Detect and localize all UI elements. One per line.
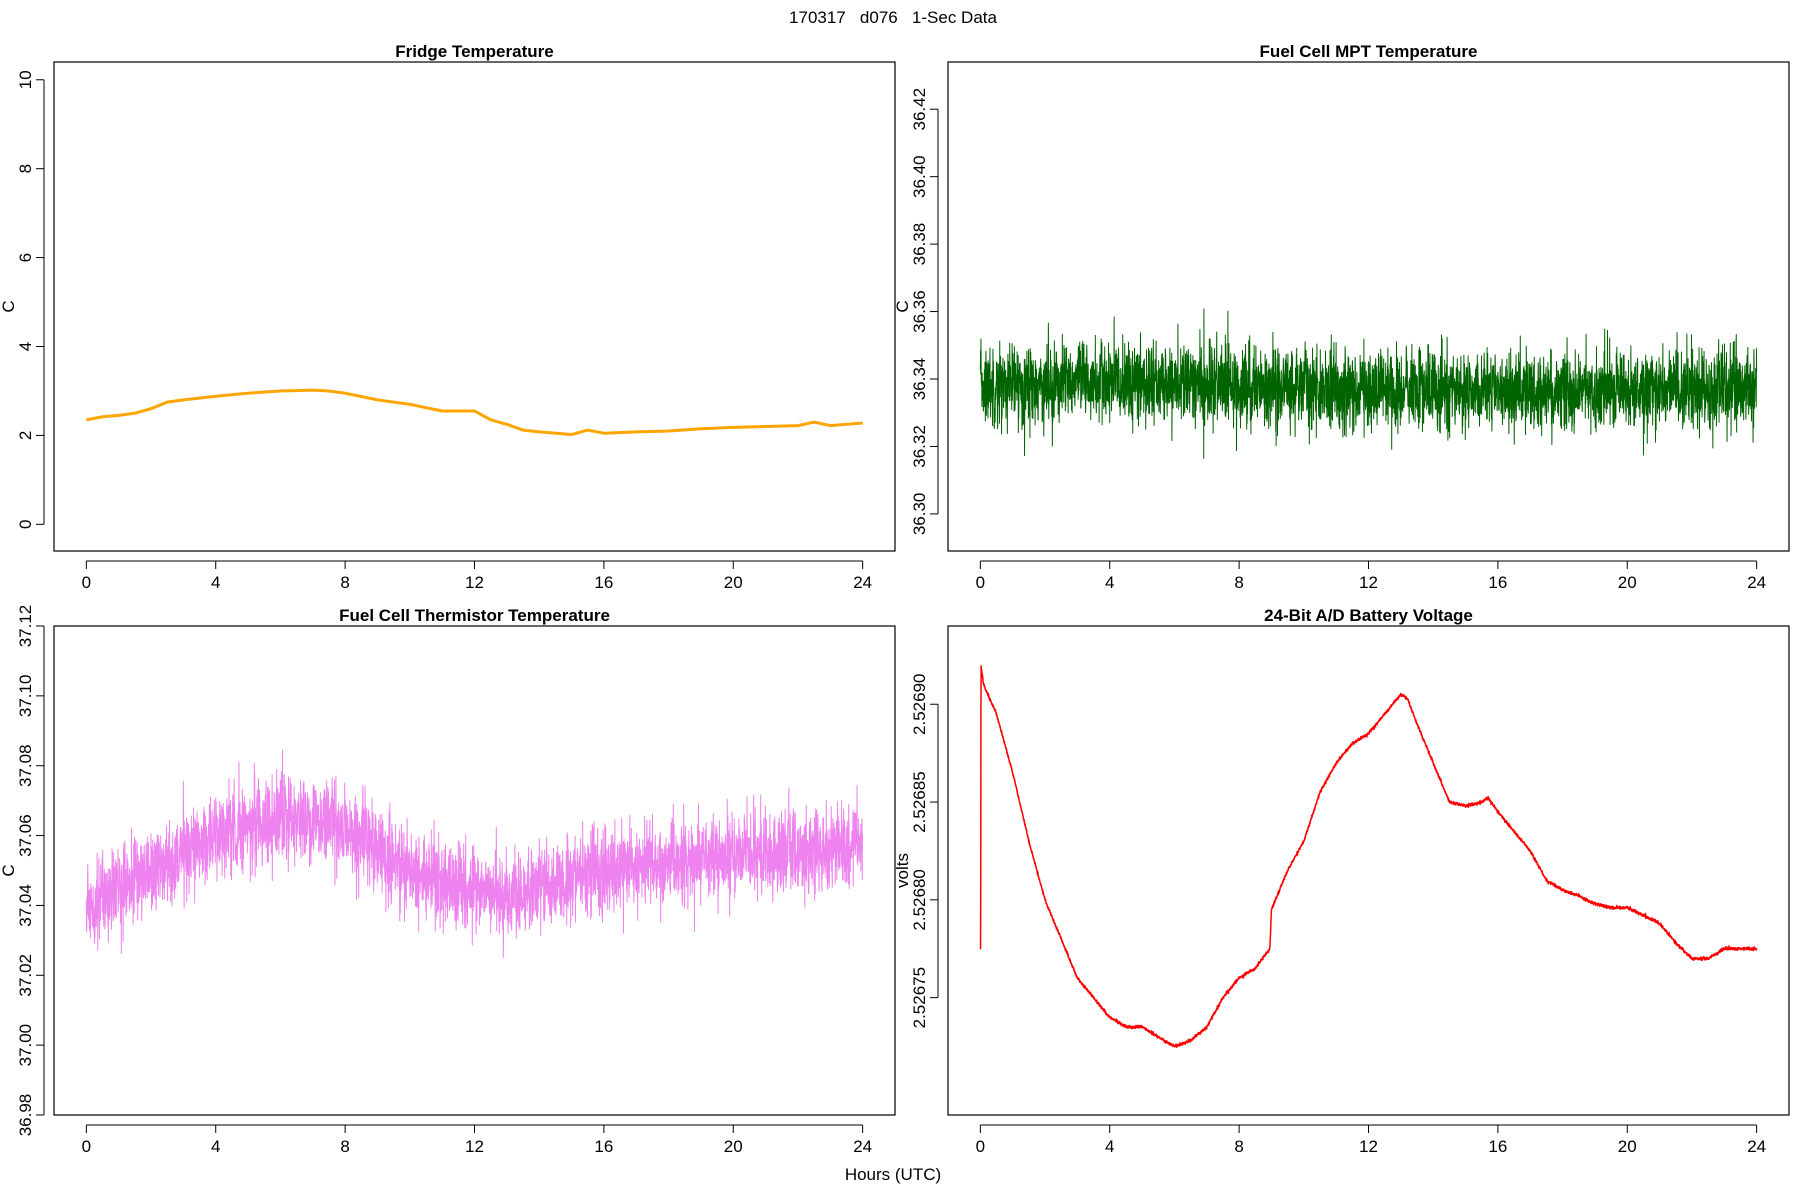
y-tick-label-thermistor-0: 36.98 [16,1094,35,1137]
y-tick-label-thermistor-5: 37.08 [16,744,35,787]
y-axis-fridge: 0 2 4 6 8 10 [16,70,45,529]
x-tick-label-thermistor-24: 24 [853,1137,872,1156]
y-tick-label-fridge-5: 10 [16,70,35,89]
y-tick-label-thermistor-6: 37.10 [16,675,35,718]
x-tick-label-thermistor-20: 20 [724,1137,743,1156]
y-tick-label-thermistor-4: 37.06 [16,814,35,857]
y-tick-label-battery-3: 2.52690 [910,674,929,735]
x-tick-label-fridge-4: 4 [211,573,220,592]
y-tick-label-mpt-1: 36.32 [910,425,929,468]
x-tick-label-fridge-20: 20 [724,573,743,592]
y-tick-label-battery-2: 2.52685 [910,771,929,832]
plot-frame-fridge [53,61,896,552]
y-axis-label-thermistor: C [0,864,18,876]
y-tick-label-thermistor-2: 37.02 [16,954,35,997]
x-tick-label-battery-12: 12 [1359,1137,1378,1156]
x-tick-label-thermistor-8: 8 [340,1137,349,1156]
x-tick-label-mpt-16: 16 [1488,573,1507,592]
y-axis-label-mpt: C [893,300,912,312]
series-line-battery [979,665,1758,1048]
panel-battery: 24-Bit A/D Battery Voltage volts 0 4 8 12 16 20… [893,606,1790,1156]
y-tick-label-thermistor-1: 37.00 [16,1024,35,1067]
y-tick-label-fridge-1: 2 [16,431,35,440]
figure-title: 170317 d076 1-Sec Data [789,8,997,27]
y-tick-label-fridge-3: 6 [16,253,35,262]
x-tick-label-fridge-24: 24 [853,573,872,592]
x-tick-label-battery-8: 8 [1234,1137,1243,1156]
x-tick-label-fridge-12: 12 [465,573,484,592]
y-tick-label-fridge-4: 8 [16,164,35,173]
x-tick-label-battery-20: 20 [1618,1137,1637,1156]
x-tick-label-fridge-0: 0 [82,573,91,592]
y-tick-label-mpt-2: 36.34 [910,358,929,401]
panel-title-mpt: Fuel Cell MPT Temperature [1260,42,1478,61]
y-tick-label-mpt-3: 36.36 [910,290,929,333]
x-tick-label-battery-24: 24 [1747,1137,1766,1156]
x-axis-thermistor: 0 4 8 12 16 20 24 [82,1124,872,1156]
x-tick-label-thermistor-4: 4 [211,1137,220,1156]
plot-frame-mpt [947,61,1790,552]
panel-thermistor: Fuel Cell Thermistor Temperature C 0 4 8 12 16… [0,605,896,1156]
series-line-mpt [979,308,1758,459]
x-tick-label-fridge-16: 16 [594,573,613,592]
y-axis-thermistor: 36.98 37.00 37.02 37.04 37.06 37.08 37.10 37.12 [16,605,45,1137]
x-tick-label-mpt-8: 8 [1234,573,1243,592]
panel-title-battery: 24-Bit A/D Battery Voltage [1264,606,1473,625]
x-tick-label-mpt-24: 24 [1747,573,1766,592]
x-axis-mpt: 0 4 8 12 16 20 24 [976,560,1766,592]
plot-frame-battery [947,625,1790,1116]
series-line-thermistor [85,749,864,959]
y-tick-label-mpt-6: 36.42 [910,88,929,131]
x-tick-label-mpt-4: 4 [1105,573,1114,592]
x-tick-label-thermistor-16: 16 [594,1137,613,1156]
panel-title-fridge: Fridge Temperature [395,42,553,61]
y-tick-label-thermistor-3: 37.04 [16,884,35,927]
x-tick-label-battery-0: 0 [976,1137,985,1156]
figure-x-axis-label: Hours (UTC) [845,1165,941,1184]
y-tick-label-fridge-0: 0 [16,520,35,529]
y-tick-label-mpt-4: 36.38 [910,223,929,266]
x-tick-label-mpt-0: 0 [976,573,985,592]
y-axis-label-battery: volts [893,853,912,888]
y-tick-label-mpt-5: 36.40 [910,155,929,198]
x-tick-label-mpt-20: 20 [1618,573,1637,592]
x-tick-label-mpt-12: 12 [1359,573,1378,592]
y-axis-mpt: 36.30 36.32 36.34 36.36 36.38 36.40 36.42 [910,88,939,536]
x-tick-label-battery-16: 16 [1488,1137,1507,1156]
series-line-fridge [86,388,863,437]
y-tick-label-battery-0: 2.52675 [910,967,929,1028]
y-tick-label-battery-1: 2.52680 [910,869,929,930]
y-axis-battery: 2.52675 2.52680 2.52685 2.52690 [910,674,939,1028]
panel-title-thermistor: Fuel Cell Thermistor Temperature [339,606,610,625]
x-axis-battery: 0 4 8 12 16 20 24 [976,1124,1766,1156]
plot-frame-thermistor [53,625,896,1116]
x-tick-label-thermistor-0: 0 [82,1137,91,1156]
y-tick-label-mpt-0: 36.30 [910,493,929,536]
x-tick-label-battery-4: 4 [1105,1137,1114,1156]
x-tick-label-thermistor-12: 12 [465,1137,484,1156]
y-tick-label-thermistor-7: 37.12 [16,605,35,648]
y-tick-label-fridge-2: 4 [16,342,35,351]
panel-mpt: Fuel Cell MPT Temperature C 0 4 8 12 16 20 24 36.… [893,42,1790,592]
x-tick-label-fridge-8: 8 [340,573,349,592]
x-axis-fridge: 0 4 8 12 16 20 24 [82,560,872,592]
y-axis-label-fridge: C [0,300,18,312]
